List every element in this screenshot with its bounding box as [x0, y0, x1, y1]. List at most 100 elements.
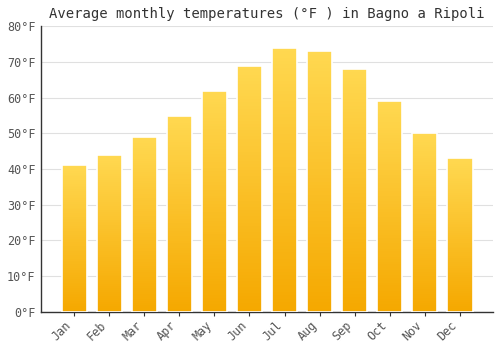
Bar	[307, 126, 332, 130]
Bar	[96, 233, 122, 235]
Bar	[132, 196, 157, 198]
Bar	[132, 222, 157, 224]
Bar	[96, 271, 122, 273]
Bar	[202, 149, 227, 151]
Bar	[202, 187, 227, 190]
Bar	[166, 157, 192, 160]
Bar	[96, 239, 122, 241]
Bar	[272, 100, 297, 104]
Bar	[412, 234, 438, 236]
Bar	[377, 117, 402, 120]
Bar	[202, 248, 227, 251]
Bar	[202, 232, 227, 235]
Bar	[202, 293, 227, 295]
Bar	[166, 204, 192, 206]
Bar	[448, 266, 472, 268]
Bar	[272, 64, 297, 68]
Bar	[307, 133, 332, 136]
Bar	[166, 214, 192, 216]
Bar	[307, 217, 332, 220]
Bar	[132, 141, 157, 144]
Bar	[202, 243, 227, 245]
Bar	[307, 279, 332, 282]
Bar	[237, 103, 262, 106]
Bar	[166, 256, 192, 258]
Bar	[202, 91, 227, 93]
Bar	[237, 78, 262, 81]
Bar	[96, 280, 122, 282]
Bar	[377, 177, 402, 180]
Bar	[202, 113, 227, 116]
Bar	[62, 259, 87, 261]
Bar	[202, 262, 227, 265]
Bar	[377, 286, 402, 288]
Bar	[412, 296, 438, 299]
Bar	[166, 287, 192, 290]
Bar	[342, 230, 367, 233]
Bar	[342, 145, 367, 148]
Bar	[412, 200, 438, 203]
Bar	[377, 251, 402, 254]
Bar	[377, 101, 402, 104]
Bar	[132, 144, 157, 146]
Bar	[448, 208, 472, 210]
Bar	[132, 176, 157, 178]
Bar	[237, 139, 262, 142]
Bar	[342, 272, 367, 275]
Bar	[237, 87, 262, 90]
Bar	[342, 212, 367, 215]
Bar	[132, 220, 157, 222]
Bar	[166, 182, 192, 184]
Bar	[237, 272, 262, 275]
Bar	[448, 245, 472, 247]
Bar	[166, 147, 192, 150]
Bar	[166, 133, 192, 135]
Bar	[342, 218, 367, 221]
Bar	[237, 182, 262, 186]
Bar	[132, 168, 157, 170]
Bar	[342, 190, 367, 194]
Bar	[96, 180, 122, 182]
Bar	[307, 282, 332, 286]
Bar	[202, 218, 227, 220]
Bar	[307, 165, 332, 168]
Bar	[62, 297, 87, 299]
Bar	[412, 303, 438, 305]
Bar	[448, 258, 472, 260]
Bar	[62, 186, 87, 187]
Bar	[96, 265, 122, 267]
Bar	[132, 205, 157, 207]
Bar	[62, 279, 87, 281]
Bar	[377, 191, 402, 193]
Bar	[412, 287, 438, 289]
Bar	[342, 130, 367, 133]
Bar	[272, 180, 297, 183]
Bar	[202, 196, 227, 198]
Bar	[62, 187, 87, 189]
Bar	[377, 307, 402, 309]
Bar	[448, 306, 472, 308]
Bar	[412, 305, 438, 307]
Bar	[448, 300, 472, 302]
Bar	[166, 164, 192, 167]
Bar	[166, 295, 192, 297]
Bar	[166, 229, 192, 231]
Bar	[62, 171, 87, 173]
Bar	[237, 75, 262, 78]
Bar	[307, 257, 332, 260]
Bar	[96, 302, 122, 304]
Bar	[342, 69, 367, 72]
Bar	[412, 158, 438, 160]
Bar	[307, 208, 332, 211]
Bar	[377, 149, 402, 151]
Bar	[377, 228, 402, 230]
Bar	[202, 157, 227, 160]
Bar	[377, 141, 402, 144]
Bar	[272, 246, 297, 249]
Bar	[342, 245, 367, 248]
Bar	[237, 136, 262, 139]
Bar	[237, 158, 262, 161]
Bar	[272, 285, 297, 289]
Bar	[342, 263, 367, 266]
Bar	[272, 117, 297, 120]
